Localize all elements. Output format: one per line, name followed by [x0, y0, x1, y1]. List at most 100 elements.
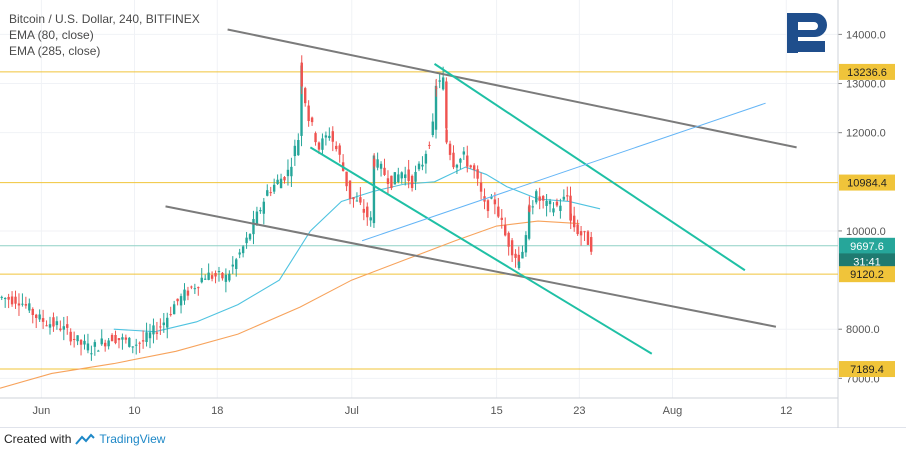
candle-body	[572, 215, 576, 228]
candle-body	[559, 205, 562, 211]
candle-body	[62, 326, 65, 330]
price-label-text: 10984.4	[847, 178, 887, 190]
candle-body	[300, 62, 303, 87]
candle-body	[372, 158, 376, 167]
candle-body	[159, 326, 162, 328]
price-label-text: 13236.6	[847, 67, 887, 79]
x-tick-label: 10	[128, 405, 140, 417]
candle-body	[535, 191, 538, 203]
created-with-text: Created with	[4, 432, 72, 446]
candle-body	[345, 171, 348, 187]
x-tick-label: 12	[780, 405, 792, 417]
candle-body	[110, 334, 114, 342]
candle-body	[221, 272, 224, 279]
candle-body	[100, 338, 103, 345]
candle-body	[452, 152, 455, 168]
candle-body	[235, 259, 238, 270]
y-tick-label: 13000.0	[846, 79, 886, 91]
trend-line-blue	[361, 102, 766, 242]
candle-body	[66, 324, 69, 328]
candle-body	[76, 335, 79, 342]
candle-body	[510, 240, 514, 256]
candle-body	[590, 237, 593, 252]
candle-body	[193, 288, 197, 290]
candle-body	[504, 224, 507, 236]
candle-body	[124, 337, 128, 340]
candle-body	[493, 199, 497, 205]
candle-body	[352, 197, 355, 200]
candle-body	[93, 342, 97, 347]
candle-body	[97, 350, 100, 352]
candle-body	[397, 174, 400, 183]
trend-line-gray	[165, 205, 777, 328]
candle-body	[141, 340, 145, 342]
candle-body	[317, 142, 321, 150]
candle-body	[431, 121, 434, 136]
price-label-box	[839, 361, 895, 378]
candle-body	[500, 217, 503, 220]
candle-body	[366, 206, 369, 218]
trend-line-teal	[433, 63, 746, 272]
candle-body	[166, 317, 169, 328]
candle-body	[555, 201, 559, 206]
candle-body	[466, 155, 469, 167]
candle-body	[259, 209, 262, 212]
candle-body	[248, 234, 252, 240]
candle-body	[445, 129, 448, 143]
candle-body	[217, 271, 221, 273]
candle-body	[417, 163, 421, 170]
footer-attribution[interactable]: Created with TradingView	[4, 432, 165, 446]
x-tick-label: Aug	[663, 405, 683, 417]
trend-line-teal	[309, 146, 653, 355]
candle-body	[0, 296, 3, 298]
candle-body	[121, 337, 124, 340]
candle-body	[90, 353, 93, 355]
candle-body	[117, 338, 121, 341]
candle-body	[7, 296, 10, 300]
y-tick-label: 10000.0	[846, 226, 886, 238]
price-chart[interactable]: Jun 10 18 Jul 15 23 Aug 127000.08000.010000.012…	[0, 0, 906, 428]
candle-body	[528, 205, 531, 212]
candle-body	[307, 105, 310, 122]
ema-80-line	[113, 166, 601, 333]
candle-body	[541, 196, 545, 201]
candle-body	[441, 77, 445, 90]
candle-body	[328, 135, 331, 139]
candle-body	[369, 217, 372, 221]
ema-285-line	[0, 220, 580, 389]
candle-body	[210, 275, 214, 279]
candle-body	[45, 325, 48, 327]
candle-body	[38, 314, 41, 320]
candle-body	[583, 231, 586, 233]
candle-body	[462, 151, 466, 155]
candle-body	[469, 165, 472, 168]
y-tick-label: 14000.0	[846, 29, 886, 41]
candle-body	[17, 303, 21, 306]
candle-body	[279, 178, 283, 189]
candle-body	[293, 145, 297, 157]
price-label-box	[839, 253, 895, 270]
candle-body	[162, 322, 166, 326]
candle-body	[372, 155, 376, 224]
candle-body	[14, 296, 17, 304]
x-tick-label: 15	[490, 405, 502, 417]
candle-body	[410, 175, 414, 189]
candle-body	[148, 332, 152, 339]
candle-body	[531, 206, 535, 208]
candle-body	[86, 343, 90, 351]
candle-body	[579, 231, 583, 236]
tradingview-brand[interactable]: TradingView	[99, 432, 166, 446]
candle-body	[145, 332, 148, 343]
candle-body	[252, 218, 255, 235]
candle-body	[314, 133, 317, 143]
candle-body	[414, 171, 417, 182]
candle-body	[128, 337, 131, 347]
candle-body	[3, 298, 7, 300]
candle-body	[35, 314, 38, 319]
candle-body	[176, 298, 179, 302]
price-label-text: 7189.4	[850, 364, 884, 376]
y-tick-label: 12000.0	[846, 128, 886, 140]
price-label-text: 31:41	[853, 256, 881, 268]
candle-body	[155, 332, 159, 334]
